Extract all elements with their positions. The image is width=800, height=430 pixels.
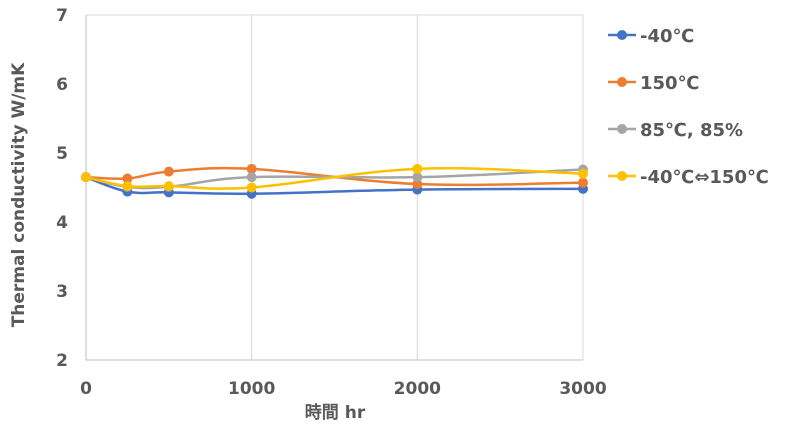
data-point: [163, 166, 174, 177]
y-tick-label: 4: [56, 213, 68, 233]
axes: 0 1000 2000 3000 2 3 4 5 6 7: [56, 6, 607, 399]
y-axis-title: Thermal conductivity W/mK: [9, 62, 29, 327]
x-tick-label: 1000: [228, 379, 275, 399]
data-point: [81, 172, 91, 183]
data-point: [122, 173, 133, 184]
legend-item: -40℃: [608, 26, 694, 47]
x-tick-label: 2000: [394, 379, 441, 399]
x-axis-title: 時間 hr: [305, 402, 366, 423]
y-tick-label: 2: [56, 351, 68, 371]
data-point: [578, 177, 588, 188]
legend-label: -40℃: [640, 26, 694, 47]
legend-swatch-marker: [617, 30, 627, 40]
data-point: [578, 168, 588, 179]
legend-item: 85℃, 85%: [608, 120, 743, 141]
legend-swatch-marker: [617, 77, 627, 87]
data-point: [412, 163, 423, 174]
x-tick-label: 0: [80, 379, 92, 399]
data-point: [122, 181, 133, 192]
data-point: [246, 163, 257, 174]
y-tick-label: 7: [56, 6, 68, 26]
series-group: [81, 163, 588, 199]
legend-item: -40℃⇔150℃: [608, 167, 769, 188]
legend: -40℃ 150℃ 85℃, 85% -40℃⇔150℃: [608, 26, 769, 188]
x-tick-label: 3000: [559, 379, 606, 399]
legend-label: 85℃, 85%: [640, 120, 743, 141]
legend-swatch-marker: [617, 171, 627, 181]
data-point: [246, 182, 257, 193]
y-tick-label: 3: [56, 282, 68, 302]
legend-label: 150℃: [640, 73, 699, 94]
y-tick-label: 5: [56, 144, 68, 164]
y-tick-label: 6: [56, 75, 68, 95]
series-3: [81, 163, 588, 193]
legend-item: 150℃: [608, 73, 699, 94]
data-point: [163, 181, 174, 192]
data-point: [246, 172, 257, 183]
legend-label: -40℃⇔150℃: [640, 167, 769, 188]
data-point: [412, 172, 423, 183]
data-point: [412, 179, 423, 190]
legend-swatch-marker: [617, 124, 627, 134]
